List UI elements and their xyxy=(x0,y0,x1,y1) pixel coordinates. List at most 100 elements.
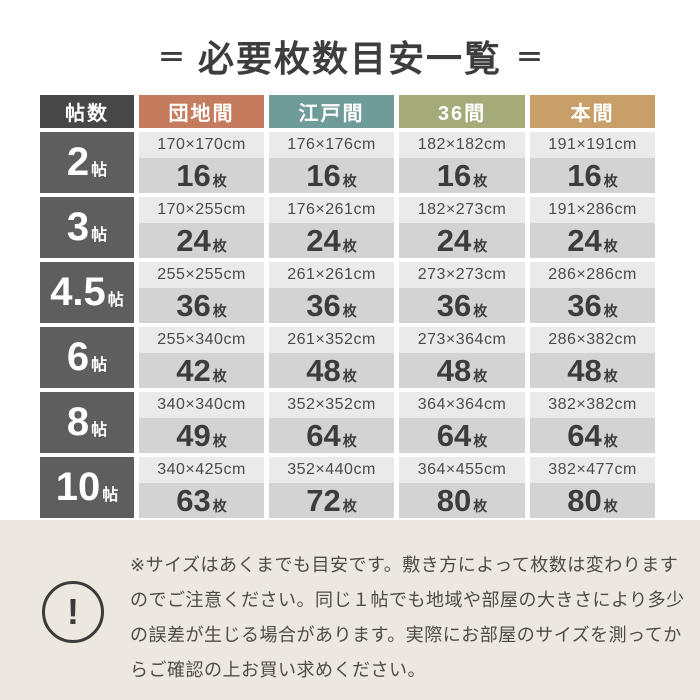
cell-count: 16 枚 xyxy=(530,158,655,193)
cell-dimensions: 261×352cm xyxy=(269,327,394,353)
count-number: 24 xyxy=(567,223,602,258)
cell-count: 48 枚 xyxy=(530,353,655,388)
count-number: 63 xyxy=(176,483,211,518)
col-header-josu: 帖数 xyxy=(40,95,134,128)
table-cell: 340×340cm 49 枚 xyxy=(139,392,264,453)
count-number: 36 xyxy=(176,288,211,323)
count-unit: 枚 xyxy=(342,303,357,319)
count-unit: 枚 xyxy=(603,498,618,514)
cell-count: 72 枚 xyxy=(269,483,394,518)
cell-dimensions: 286×382cm xyxy=(530,327,655,353)
table-cell: 170×170cm 16 枚 xyxy=(139,132,264,193)
row-label-unit: 帖 xyxy=(107,292,124,309)
cell-dimensions: 182×273cm xyxy=(399,197,525,223)
count-number: 48 xyxy=(436,353,472,388)
cell-dimensions: 382×382cm xyxy=(530,392,655,418)
note-text: ※サイズはあくまでも目安です。敷き方によって枚数は変わります のでご注意ください… xyxy=(130,548,690,688)
count-number: 64 xyxy=(436,418,472,453)
cell-count: 64 枚 xyxy=(399,418,525,453)
count-unit: 枚 xyxy=(342,433,357,449)
table-cell: 176×176cm 16 枚 xyxy=(269,132,394,193)
cell-dimensions: 170×170cm xyxy=(139,132,264,158)
cell-dimensions: 182×182cm xyxy=(399,132,525,158)
cell-count: 16 枚 xyxy=(399,158,525,193)
note-line: らご確認の上お買い求めください。 xyxy=(130,660,426,680)
table-cell: 352×440cm 72 枚 xyxy=(269,457,394,518)
table-cell: 273×273cm 36 枚 xyxy=(399,262,525,323)
cell-dimensions: 261×261cm xyxy=(269,262,394,288)
cell-dimensions: 364×364cm xyxy=(399,392,525,418)
cell-dimensions: 286×286cm xyxy=(530,262,655,288)
note-section xyxy=(0,520,700,700)
cell-count: 24 枚 xyxy=(399,223,525,258)
cell-count: 36 枚 xyxy=(269,288,394,323)
cell-count: 48 枚 xyxy=(399,353,525,388)
count-unit: 枚 xyxy=(473,303,488,319)
count-number: 24 xyxy=(306,223,341,258)
table-cell: 286×286cm 36 枚 xyxy=(530,262,655,323)
count-unit: 枚 xyxy=(473,433,488,449)
cell-count: 24 枚 xyxy=(530,223,655,258)
row-label-number: 2 xyxy=(66,140,90,184)
cell-count: 42 枚 xyxy=(139,353,264,388)
cell-count: 24 枚 xyxy=(139,223,264,258)
table-cell: 382×477cm 80 枚 xyxy=(530,457,655,518)
count-number: 80 xyxy=(567,483,602,518)
count-unit: 枚 xyxy=(212,433,227,449)
count-number: 36 xyxy=(306,288,341,323)
count-unit: 枚 xyxy=(473,368,488,384)
row-label-number: 6 xyxy=(66,335,90,379)
cell-dimensions: 191×286cm xyxy=(530,197,655,223)
count-number: 36 xyxy=(567,288,602,323)
table-cell: 182×273cm 24 枚 xyxy=(399,197,525,258)
row-label-unit: 帖 xyxy=(91,422,108,439)
table-cell: 286×382cm 48 枚 xyxy=(530,327,655,388)
count-unit: 枚 xyxy=(603,173,618,189)
cell-count: 48 枚 xyxy=(269,353,394,388)
count-unit: 枚 xyxy=(212,303,227,319)
count-unit: 枚 xyxy=(212,173,227,189)
count-unit: 枚 xyxy=(603,303,618,319)
row-label-4-5jo: 4.5 帖 xyxy=(40,262,134,323)
cell-count: 16 枚 xyxy=(139,158,264,193)
row-label-unit: 帖 xyxy=(91,227,108,244)
table-cell: 340×425cm 63 枚 xyxy=(139,457,264,518)
row-label-unit: 帖 xyxy=(91,357,108,374)
count-number: 72 xyxy=(306,483,341,518)
count-unit: 枚 xyxy=(603,433,618,449)
row-label-number: 4.5 xyxy=(50,270,106,314)
table-cell: 191×191cm 16 枚 xyxy=(530,132,655,193)
count-unit: 枚 xyxy=(473,173,488,189)
count-number: 16 xyxy=(436,158,472,193)
row-label-number: 8 xyxy=(66,400,90,444)
count-number: 16 xyxy=(306,158,341,193)
cell-count: 64 枚 xyxy=(269,418,394,453)
count-number: 48 xyxy=(567,353,602,388)
cell-dimensions: 273×273cm xyxy=(399,262,525,288)
count-unit: 枚 xyxy=(342,238,357,254)
count-unit: 枚 xyxy=(342,173,357,189)
table-cell: 170×255cm 24 枚 xyxy=(139,197,264,258)
table-cell: 261×352cm 48 枚 xyxy=(269,327,394,388)
col-header-edoma: 江戸間 xyxy=(269,95,394,128)
cell-dimensions: 176×176cm xyxy=(269,132,394,158)
count-unit: 枚 xyxy=(603,238,618,254)
count-unit: 枚 xyxy=(212,238,227,254)
row-label-number: 10 xyxy=(55,465,101,509)
col-header-danchima: 団地間 xyxy=(139,95,264,128)
count-number: 42 xyxy=(176,353,211,388)
cell-dimensions: 352×352cm xyxy=(269,392,394,418)
cell-dimensions: 364×455cm xyxy=(399,457,525,483)
count-unit: 枚 xyxy=(473,498,488,514)
cell-count: 80 枚 xyxy=(530,483,655,518)
row-label-unit: 帖 xyxy=(91,162,108,179)
cell-count: 63 枚 xyxy=(139,483,264,518)
count-unit: 枚 xyxy=(342,368,357,384)
count-number: 24 xyxy=(176,223,211,258)
count-number: 16 xyxy=(567,158,602,193)
count-unit: 枚 xyxy=(212,498,227,514)
cell-count: 80 枚 xyxy=(399,483,525,518)
